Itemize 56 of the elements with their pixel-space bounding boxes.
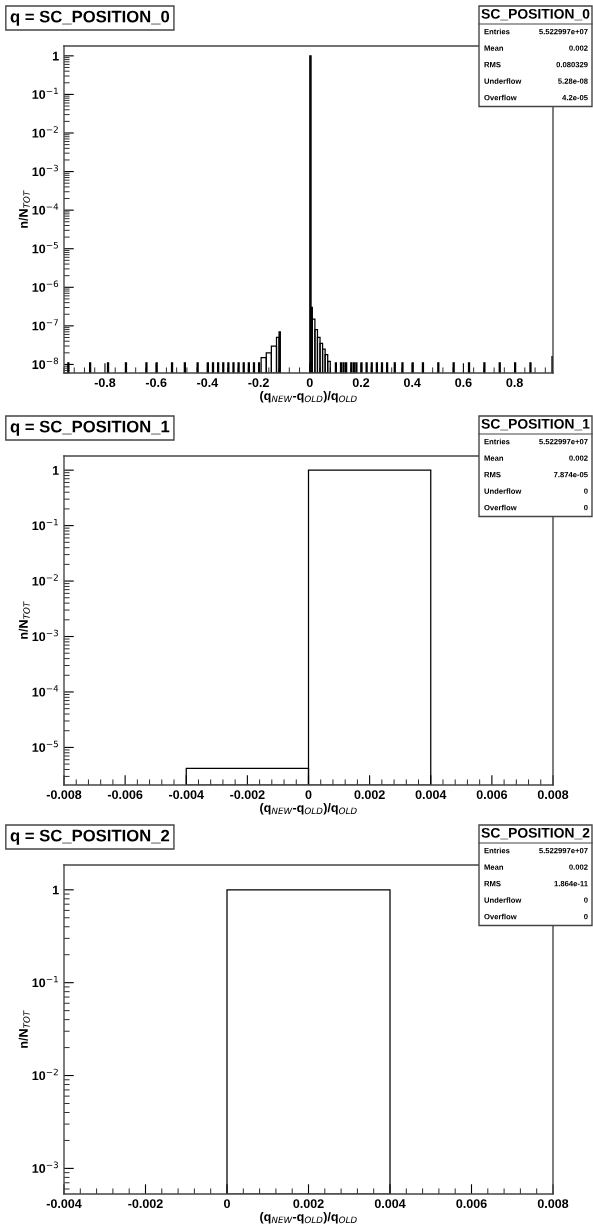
y-axis-title: n/N$_{TOT}$ (18, 190, 30, 228)
y-tick-label: 10$^{−8}$ (32, 357, 59, 369)
y-tick-label: 1 (52, 51, 59, 61)
x-tick-label: -0.006 (107, 790, 143, 800)
y-tick-label: 10$^{−3}$ (32, 629, 58, 642)
chart-title: q = SC_POSITION_1 (10, 420, 170, 436)
y-tick-label: 10$^{−5}$ (32, 740, 58, 752)
x-axis-title: (q$_{NEW}$-q$_{OLD}$)/q$_{OLD}$ (260, 1211, 357, 1224)
x-tick-label: 0.004 (415, 790, 447, 800)
x-tick-label: 0.008 (537, 790, 569, 800)
y-tick-label: 10$^{−3}$ (32, 1161, 58, 1173)
text: SC_POSITION_1 (481, 418, 590, 431)
x-tick-label: 0.4 (404, 378, 421, 388)
x-tick-label: 0.004 (374, 1199, 406, 1209)
x-tick-label: 0 (305, 790, 312, 800)
x-tick-label: -0.004 (46, 1199, 82, 1209)
chart-title: q = SC_POSITION_2 (10, 829, 170, 845)
x-tick-label: 0.006 (476, 790, 508, 800)
y-tick-label: 10$^{−6}$ (32, 280, 59, 292)
x-tick-label: -0.008 (46, 790, 82, 800)
y-tick-label: 10$^{−2}$ (32, 574, 58, 586)
x-tick-label: 0 (224, 1199, 230, 1209)
y-tick-label: 10$^{−1}$ (32, 975, 58, 988)
y-tick-label: 10$^{−4}$ (32, 685, 59, 697)
y-tick-label: 10$^{−1}$ (32, 87, 58, 99)
x-tick-label: 0.006 (456, 1199, 487, 1209)
x-tick-label: 0.002 (293, 1199, 324, 1209)
y-tick-label: 10$^{−3}$ (32, 164, 58, 177)
x-tick-label: -0.4 (197, 378, 219, 388)
x-tick-label: -0.2 (248, 378, 269, 388)
x-tick-label: 0.2 (352, 378, 370, 388)
x-tick-label: -0.002 (230, 790, 265, 800)
y-axis-title: n/N$_{TOT}$ (18, 601, 30, 639)
x-axis-title: (q$_{NEW}$-q$_{OLD}$)/q$_{OLD}$ (260, 802, 357, 815)
x-tick-label: -0.6 (145, 378, 167, 388)
x-tick-label: 0.6 (455, 378, 472, 388)
y-tick-label: 1 (52, 466, 59, 475)
chart-title: q = SC_POSITION_0 (10, 10, 170, 26)
y-tick-label: 10$^{−5}$ (32, 242, 58, 254)
y-tick-label: 1 (52, 885, 59, 895)
x-tick-label: 0 (306, 378, 313, 388)
text: SC_POSITION_0 (481, 8, 590, 21)
y-tick-label: 10$^{−1}$ (32, 518, 58, 531)
y-tick-label: 10$^{−7}$ (32, 319, 58, 331)
x-tick-label: 0.008 (537, 1199, 569, 1209)
y-tick-label: 10$^{−2}$ (32, 1068, 58, 1081)
y-tick-label: 10$^{−4}$ (32, 203, 59, 215)
y-tick-label: 10$^{−2}$ (32, 126, 58, 138)
text: SC_POSITION_2 (481, 827, 590, 840)
x-axis-title: (q$_{NEW}$-q$_{OLD}$)/q$_{OLD}$ (260, 390, 357, 403)
x-tick-label: -0.8 (94, 378, 116, 388)
x-tick-label: 0.002 (354, 790, 385, 800)
y-axis-title: n/N$_{TOT}$ (18, 1010, 30, 1048)
x-tick-label: 0.8 (506, 378, 523, 388)
x-tick-label: -0.004 (169, 790, 204, 800)
x-tick-label: -0.002 (128, 1199, 163, 1209)
